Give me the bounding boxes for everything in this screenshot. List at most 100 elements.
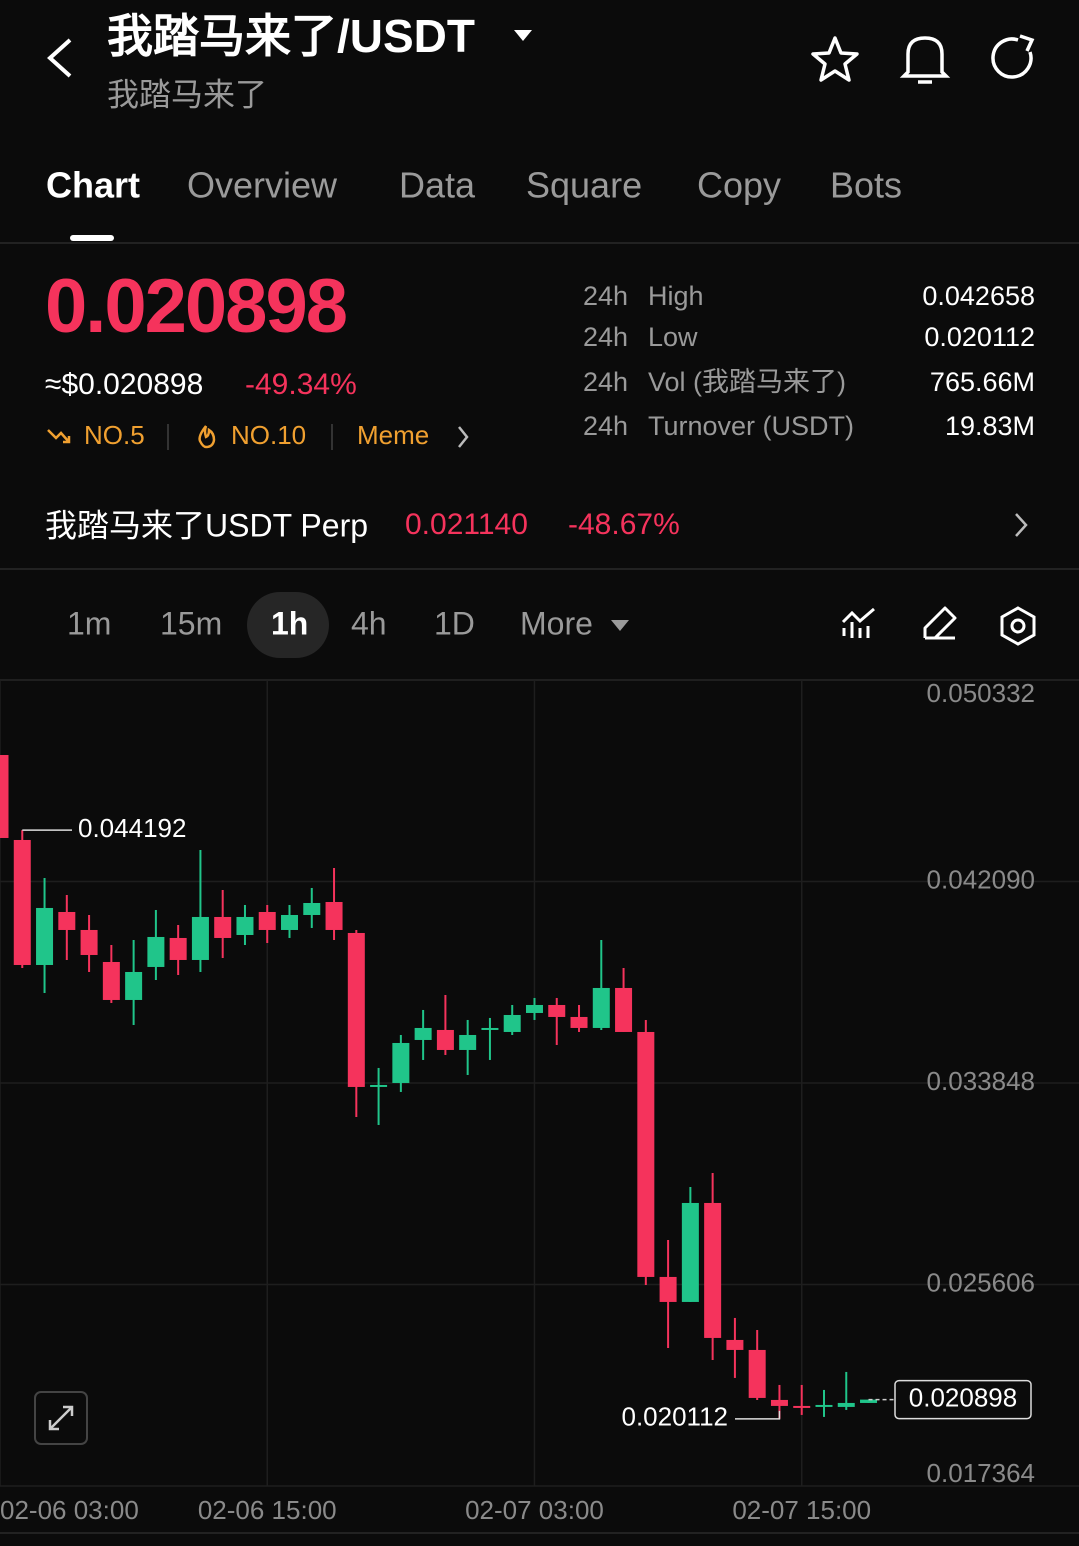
candle-body: [615, 987, 633, 1032]
stat-label: High: [648, 281, 704, 311]
x-tick-label: 02-07 03:00: [465, 1495, 604, 1525]
candle-body: [436, 1029, 454, 1050]
alert-icon[interactable]: [899, 36, 951, 84]
interval[interactable]: 15m: [160, 605, 222, 641]
candle-body: [548, 1004, 566, 1017]
indicator-icon[interactable]: [841, 607, 875, 638]
hot-badge[interactable]: NO.10: [231, 420, 306, 450]
rank-badge[interactable]: NO.5: [84, 420, 145, 450]
candle-body: [13, 839, 31, 965]
x-tick-label: 02-06 03:00: [0, 1495, 139, 1525]
tab[interactable]: Overview: [187, 165, 338, 206]
max-label: 0.044192: [78, 813, 186, 843]
candle-body: [770, 1399, 788, 1406]
candle-body: [347, 932, 365, 1087]
last-price-box: [894, 1379, 1032, 1420]
stat-value: 0.042658: [922, 281, 1035, 311]
candle-body: [637, 1031, 655, 1277]
tab[interactable]: Bots: [830, 165, 902, 206]
usd-price: ≈$0.020898: [45, 368, 203, 401]
candle-body: [815, 1404, 833, 1407]
y-tick-label: 0.025606: [927, 1267, 1035, 1297]
y-tick-label: 0.050332: [927, 678, 1035, 708]
price-change: -49.34%: [245, 368, 357, 401]
tab-indicator: [70, 235, 114, 241]
candle-body: [860, 1399, 878, 1403]
stat-label: Turnover (USDT): [648, 411, 854, 441]
candle-body: [281, 914, 299, 930]
trend-icon: [47, 429, 71, 444]
candle-body: [236, 916, 254, 935]
perp-price: 0.021140: [405, 508, 528, 541]
candle-body: [414, 1027, 432, 1040]
candle-body: [370, 1084, 388, 1087]
interval[interactable]: More: [520, 605, 593, 641]
stat-value: 19.83M: [945, 411, 1035, 441]
candle-body: [80, 929, 98, 955]
y-tick-label: 0.042090: [927, 864, 1035, 894]
tab[interactable]: Copy: [697, 165, 781, 206]
candle-body: [481, 1027, 499, 1030]
pair-dropdown[interactable]: [514, 30, 532, 41]
tab[interactable]: Chart: [46, 165, 140, 206]
stat-label: Low: [648, 322, 698, 352]
settings-icon[interactable]: [1000, 606, 1036, 646]
candle-body: [748, 1349, 766, 1398]
candle-body: [503, 1014, 521, 1032]
fullscreen-button[interactable]: [34, 1391, 88, 1445]
candle-body: [102, 961, 120, 1000]
draw-icon[interactable]: [923, 606, 957, 640]
interval[interactable]: 4h: [351, 605, 387, 641]
candle-body: [592, 987, 610, 1028]
candle-body: [726, 1339, 744, 1350]
stat-period: 24h: [583, 411, 628, 441]
back-button[interactable]: [47, 38, 72, 78]
tab[interactable]: Data: [399, 165, 476, 206]
perp-change: -48.67%: [568, 508, 680, 541]
share-icon[interactable]: [991, 34, 1035, 79]
pair-title[interactable]: 我踏马来了/USDT: [107, 10, 475, 62]
candle-body: [392, 1042, 410, 1083]
candle-body: [214, 916, 232, 938]
pair-subtitle: 我踏马来了: [107, 76, 267, 112]
fullscreen-icon[interactable]: [48, 1405, 74, 1431]
perp-name[interactable]: 我踏马来了USDT Perp: [45, 507, 368, 543]
chevron: [458, 426, 469, 448]
interval[interactable]: 1D: [434, 605, 475, 641]
stat-period: 24h: [583, 281, 628, 311]
x-tick-label: 02-06 15:00: [198, 1495, 337, 1525]
hot-icon: [198, 425, 216, 449]
stat-label: Vol (我踏马来了): [648, 367, 846, 397]
favorite-icon[interactable]: [811, 36, 859, 82]
candle-body: [459, 1034, 477, 1050]
candle-body: [325, 901, 343, 930]
stats: 24h High 0.042658 24h Low 0.020112 24h Vol (我踏马…: [583, 281, 1035, 441]
candle-body: [125, 971, 143, 1000]
min-label: 0.020112: [621, 1402, 728, 1432]
chart: 0.017364 0.025606 0.033848 0.042090 0.050332…: [0, 678, 1079, 1525]
sector-badge[interactable]: Meme: [357, 420, 429, 450]
candle-body: [258, 911, 276, 930]
y-tick-label: 0.017364: [927, 1458, 1035, 1488]
candle-body: [303, 902, 321, 915]
candle-body: [837, 1402, 855, 1407]
stat-period: 24h: [583, 322, 628, 352]
last-price-label: 0.020898: [909, 1382, 1017, 1412]
x-tick-label: 02-07 15:00: [732, 1495, 871, 1525]
candle-body: [659, 1276, 677, 1302]
settings-icon-center[interactable]: [1010, 618, 1026, 634]
stat-value: 765.66M: [930, 367, 1035, 397]
perp-chevron[interactable]: [1015, 513, 1028, 537]
interval[interactable]: 1m: [67, 605, 111, 641]
tab[interactable]: Square: [526, 165, 642, 206]
candle-body: [36, 907, 54, 965]
min-leader: [735, 1410, 781, 1420]
interval[interactable]: 1h: [271, 605, 308, 641]
y-tick-label: 0.033848: [927, 1066, 1035, 1096]
more-caret[interactable]: [611, 620, 629, 631]
candle-body: [681, 1202, 699, 1302]
candle-body: [147, 936, 165, 967]
